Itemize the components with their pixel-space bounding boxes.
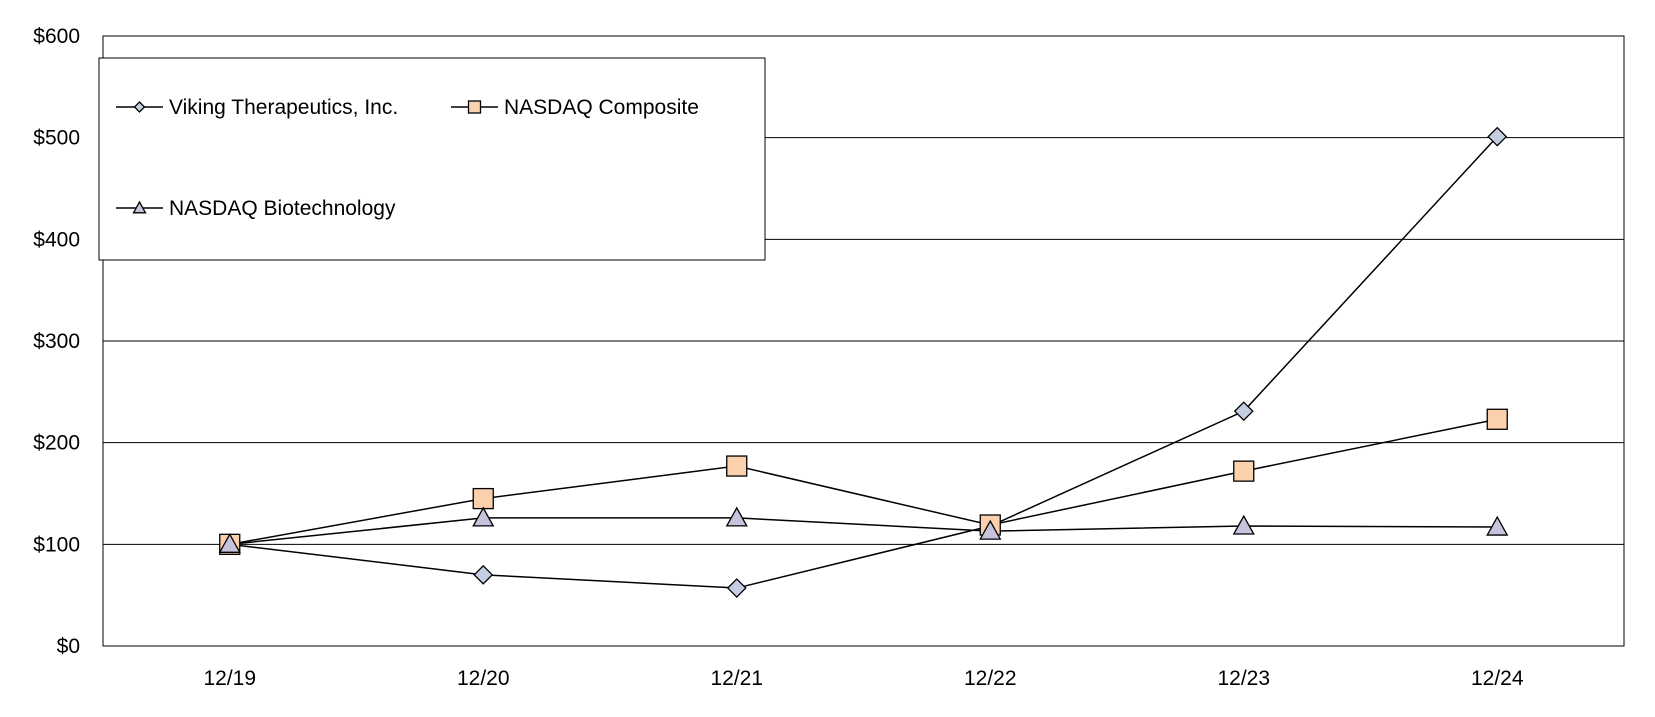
data-point-diamond [473, 564, 494, 585]
y-tick-label: $500 [33, 127, 80, 150]
series-line-square [229, 418, 1498, 546]
data-point-triangle [979, 519, 1002, 540]
data-point-triangle [218, 532, 241, 553]
legend-label: NASDAQ Composite [504, 96, 699, 119]
y-tick-label: $0 [57, 635, 80, 658]
legend-label: Viking Therapeutics, Inc. [169, 96, 398, 119]
x-tick-label: 12/22 [964, 667, 1017, 690]
data-point-square [1233, 460, 1255, 482]
data-point-square [472, 487, 494, 510]
legend-marker-triangle [132, 200, 147, 214]
y-tick-label: $400 [33, 228, 80, 251]
series-line-triangle [229, 517, 1498, 546]
data-point-square [726, 455, 748, 477]
series-line-diamond [229, 136, 1498, 589]
x-tick-label: 12/20 [457, 667, 510, 690]
y-tick-label: $300 [33, 330, 80, 353]
legend-label: NASDAQ Biotechnology [169, 197, 396, 220]
y-tick-label: $200 [33, 432, 80, 455]
data-point-triangle [472, 506, 495, 527]
data-point-square [1486, 408, 1508, 430]
legend-marker-diamond [133, 101, 146, 113]
y-tick-label: $600 [33, 25, 80, 48]
data-point-triangle [725, 506, 748, 527]
x-tick-label: 12/21 [710, 667, 763, 690]
x-tick-label: 12/23 [1217, 667, 1270, 690]
data-point-diamond [726, 578, 747, 598]
data-point-triangle [1232, 514, 1255, 535]
data-point-triangle [1486, 515, 1509, 536]
data-point-diamond [1233, 401, 1254, 422]
x-tick-label: 12/19 [203, 667, 256, 690]
legend-box [98, 57, 766, 261]
y-tick-label: $100 [33, 533, 80, 556]
data-point-diamond [1487, 126, 1508, 147]
legend-marker-square [467, 100, 482, 114]
x-tick-label: 12/24 [1471, 667, 1524, 690]
